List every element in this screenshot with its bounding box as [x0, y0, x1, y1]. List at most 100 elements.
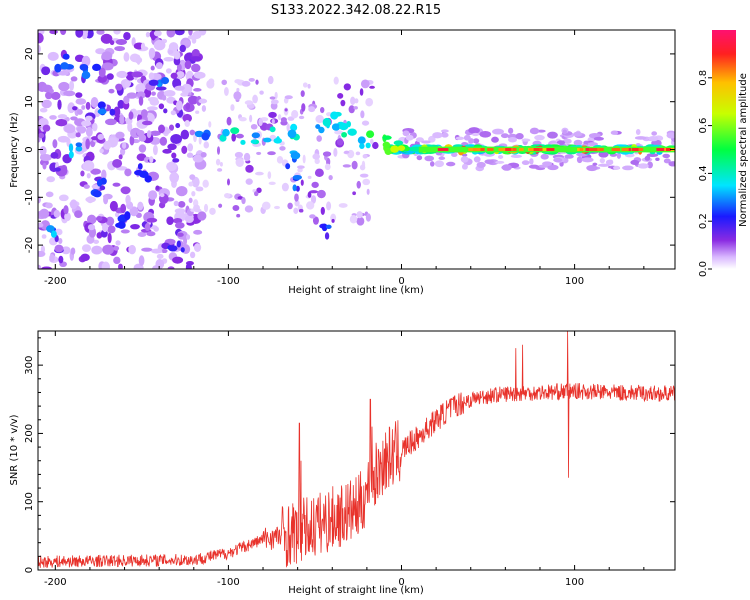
heat-cell	[259, 90, 264, 95]
heat-cell	[180, 247, 185, 253]
heat-cell	[308, 106, 316, 113]
heat-cell	[179, 44, 186, 53]
heat-cell	[101, 261, 110, 269]
heat-cell	[547, 164, 559, 171]
heat-cell	[321, 223, 328, 232]
heat-cell	[309, 190, 319, 194]
heat-cell	[275, 136, 281, 144]
heat-cell	[194, 130, 204, 138]
heat-cell	[75, 145, 83, 152]
carrier-peak	[599, 148, 604, 151]
heat-cell	[120, 229, 130, 234]
carrier-peak	[621, 148, 629, 151]
heat-cell	[115, 240, 121, 246]
heat-cell	[310, 195, 317, 204]
heat-cell	[148, 47, 156, 59]
heat-cell	[492, 128, 504, 135]
heat-cell	[276, 155, 284, 164]
heat-cell	[174, 85, 185, 91]
heat-cell	[103, 140, 112, 150]
heat-cell	[362, 154, 368, 159]
heat-cell	[151, 91, 156, 96]
carrier-peak	[487, 148, 494, 151]
heat-cell	[277, 114, 282, 121]
heat-cell	[382, 141, 391, 148]
heat-cell	[648, 135, 659, 142]
heat-cell	[646, 153, 659, 158]
heat-cell	[60, 62, 69, 70]
heat-cell	[263, 137, 272, 143]
heat-cell	[188, 197, 193, 204]
heat-cell	[508, 136, 517, 143]
heat-cell	[316, 135, 322, 142]
heat-cell	[170, 134, 183, 144]
heat-cell	[175, 186, 188, 197]
heat-cell	[123, 95, 130, 105]
heat-cell	[136, 91, 146, 99]
heat-cell	[41, 66, 51, 76]
snr-series-line	[38, 331, 675, 569]
heat-cell	[118, 154, 123, 160]
heat-cell	[324, 232, 330, 240]
heat-cell	[46, 176, 56, 183]
heat-cell	[68, 143, 74, 153]
heat-cell	[81, 105, 86, 110]
heat-cell	[93, 239, 100, 244]
heat-cell	[97, 108, 107, 115]
heat-cell	[149, 130, 161, 136]
heat-cell	[45, 202, 53, 209]
heat-cell	[286, 123, 290, 132]
heat-cell	[337, 92, 344, 99]
heat-cell	[136, 153, 147, 161]
heat-cell	[312, 153, 320, 160]
heat-cell	[90, 96, 99, 108]
snr-panel: -200 -100 0 100 0 100 200 300 Height of straigh…	[9, 330, 676, 596]
heat-cell	[356, 180, 361, 189]
heat-cell	[103, 194, 109, 205]
heat-cell	[451, 152, 458, 157]
heat-cell	[356, 216, 365, 226]
heat-cell	[75, 132, 81, 138]
heat-cell	[274, 205, 280, 210]
heat-cell	[180, 129, 190, 140]
heat-cell	[484, 159, 494, 165]
heat-cell	[148, 190, 158, 200]
heat-cell	[322, 151, 332, 157]
heat-cell	[38, 196, 41, 204]
x-tick-label: -200	[44, 276, 67, 287]
heat-cell	[637, 163, 649, 169]
heat-cell	[38, 132, 45, 139]
heat-cell	[124, 211, 131, 221]
heat-cell	[58, 81, 70, 92]
heat-cell	[616, 152, 622, 159]
heat-cell	[268, 111, 277, 119]
heat-cell	[113, 106, 121, 117]
heat-cell	[177, 232, 184, 237]
heat-cell	[38, 222, 44, 228]
heat-cell	[167, 49, 174, 55]
heat-cell	[105, 118, 117, 126]
heat-cell	[184, 60, 192, 70]
heat-cell	[147, 106, 158, 111]
heat-cell	[83, 184, 90, 189]
heat-cell	[100, 33, 113, 44]
heat-cell	[573, 139, 583, 146]
heat-cell	[468, 127, 480, 134]
heat-cell	[63, 90, 76, 97]
heat-cell	[39, 146, 47, 156]
carrier-peak	[546, 148, 555, 151]
heat-cell	[326, 201, 332, 211]
heat-cell	[206, 79, 215, 89]
heat-cell	[92, 63, 102, 72]
heat-cell	[501, 164, 512, 171]
heat-cell	[148, 79, 159, 86]
carrier-peak	[631, 148, 637, 151]
heat-cell	[274, 91, 278, 100]
heat-cell	[365, 213, 371, 222]
heat-cell	[241, 197, 246, 205]
heat-cell	[148, 72, 155, 81]
heat-cell	[187, 143, 194, 152]
heat-cell	[318, 126, 325, 134]
heat-cell	[553, 157, 563, 163]
heat-cell	[663, 158, 671, 164]
